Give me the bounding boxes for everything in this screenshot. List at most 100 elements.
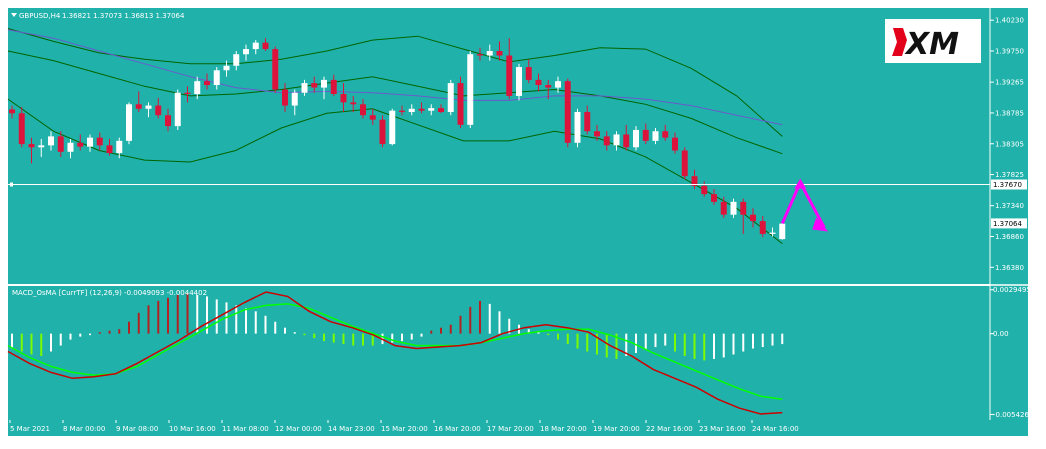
- time-tick-label: 16 Mar 20:00: [434, 425, 481, 433]
- candle-body: [340, 94, 347, 103]
- candle-body: [740, 201, 747, 215]
- dropdown-triangle-icon[interactable]: [11, 13, 17, 17]
- histogram-bar: [498, 311, 501, 334]
- candle-body: [769, 232, 776, 234]
- projection-peak-icon: [794, 178, 807, 189]
- candle-body: [438, 108, 444, 112]
- candle-body: [116, 140, 123, 154]
- histogram-bar: [274, 321, 277, 334]
- bollinger-middle-band: [7, 50, 783, 155]
- time-tick-label: 19 Mar 20:00: [593, 425, 640, 433]
- histogram-bar: [761, 333, 764, 348]
- candle-body: [720, 201, 727, 215]
- candle-body: [525, 67, 532, 80]
- candle-body: [282, 89, 288, 106]
- histogram-bar: [30, 333, 33, 355]
- hline-anchor-handle[interactable]: [10, 182, 13, 187]
- histogram-bar: [371, 333, 374, 346]
- histogram-bar: [264, 315, 267, 334]
- histogram-bar: [449, 324, 452, 334]
- histogram-bar: [488, 303, 491, 334]
- histogram-bar: [284, 327, 286, 334]
- candle-body: [701, 185, 708, 195]
- xm-logo: XM: [885, 19, 981, 63]
- candle-body: [516, 67, 522, 96]
- histogram-bar: [254, 311, 257, 334]
- histogram-bar: [693, 333, 696, 359]
- ohlc-values: 1.36821 1.37073 1.36813 1.37064: [62, 12, 185, 20]
- candle-body: [174, 92, 181, 127]
- histogram-bar: [362, 333, 364, 346]
- macd-lines: [7, 291, 783, 415]
- symbol-label: GBPUSD,H4: [19, 12, 61, 20]
- price-tick-label: 1.37825: [995, 171, 1024, 179]
- candle-body: [428, 108, 435, 111]
- histogram-bar: [430, 330, 433, 334]
- histogram-bar: [215, 299, 218, 334]
- macd-tick-label: -0.005426: [993, 411, 1029, 419]
- candle-body: [672, 137, 678, 151]
- time-axis-bg: [8, 420, 1028, 436]
- time-tick-label: 23 Mar 16:00: [699, 425, 746, 433]
- time-tick-label: 14 Mar 23:00: [328, 425, 375, 433]
- candle-body: [555, 81, 561, 88]
- candle-body: [57, 136, 64, 152]
- histogram-bar: [69, 333, 72, 340]
- price-axis: 1.40230 1.39750 1.39265 1.38785 1.38305 1.378…: [990, 17, 1027, 272]
- histogram-bar: [303, 333, 306, 336]
- candle-body: [321, 79, 327, 88]
- hline-price-badge: [991, 179, 1027, 190]
- histogram-bar: [59, 333, 62, 346]
- candle-body: [155, 105, 162, 116]
- candle-body: [28, 144, 35, 148]
- candle-body: [126, 104, 132, 141]
- candle-body: [662, 131, 669, 138]
- histogram-bar: [683, 333, 686, 356]
- candle-body: [613, 134, 620, 146]
- hline-price-label: 1.37670: [993, 181, 1022, 189]
- histogram-bar: [235, 305, 238, 334]
- macd-line: [7, 291, 783, 415]
- histogram-bar: [440, 327, 442, 334]
- candle-body: [262, 42, 269, 50]
- horizontal-line[interactable]: [8, 182, 990, 187]
- candle-body: [330, 79, 337, 95]
- candle-body: [77, 142, 84, 147]
- histogram-bar: [176, 294, 179, 334]
- histogram-bar: [508, 318, 511, 334]
- histogram-bar: [644, 333, 647, 351]
- histogram-bar: [420, 333, 423, 337]
- time-tick-label: 24 Mar 16:00: [752, 425, 799, 433]
- histogram-bar: [713, 333, 715, 359]
- histogram-bar: [752, 333, 754, 349]
- histogram-bar: [401, 333, 403, 342]
- histogram-bar: [479, 300, 481, 334]
- histogram-bar: [654, 333, 657, 348]
- time-tick-label: 12 Mar 00:00: [275, 425, 322, 433]
- candle-body: [633, 129, 639, 148]
- candle-body: [779, 223, 786, 240]
- histogram-bar: [742, 333, 745, 352]
- candle-body: [623, 134, 630, 148]
- histogram-bar: [79, 333, 82, 337]
- price-tick-label: 1.37340: [995, 202, 1024, 210]
- xm-logo-text: XM: [904, 27, 959, 62]
- time-tick-label: 17 Mar 20:00: [487, 425, 534, 433]
- histogram-bar: [11, 333, 13, 349]
- histogram-bar: [293, 332, 296, 334]
- macd-tick-label: 0.0029495: [993, 286, 1031, 294]
- histogram-bar: [664, 333, 667, 346]
- candle-body: [145, 105, 152, 109]
- candle-body: [379, 119, 386, 145]
- price-tick-label: 1.36380: [995, 264, 1024, 272]
- candle-body: [603, 136, 610, 146]
- time-tick-label: 22 Mar 16:00: [646, 425, 693, 433]
- candle-body: [535, 79, 542, 86]
- candle-body: [135, 104, 142, 109]
- histogram-bar: [635, 333, 637, 353]
- time-axis: 5 Mar 2021 8 Mar 00:00 9 Mar 08:00 10 Mar 1…: [9, 420, 799, 433]
- macd-panel-bg: [8, 286, 990, 420]
- histogram-bar: [605, 333, 608, 358]
- candle-body: [204, 81, 210, 86]
- histogram-bar: [245, 308, 247, 334]
